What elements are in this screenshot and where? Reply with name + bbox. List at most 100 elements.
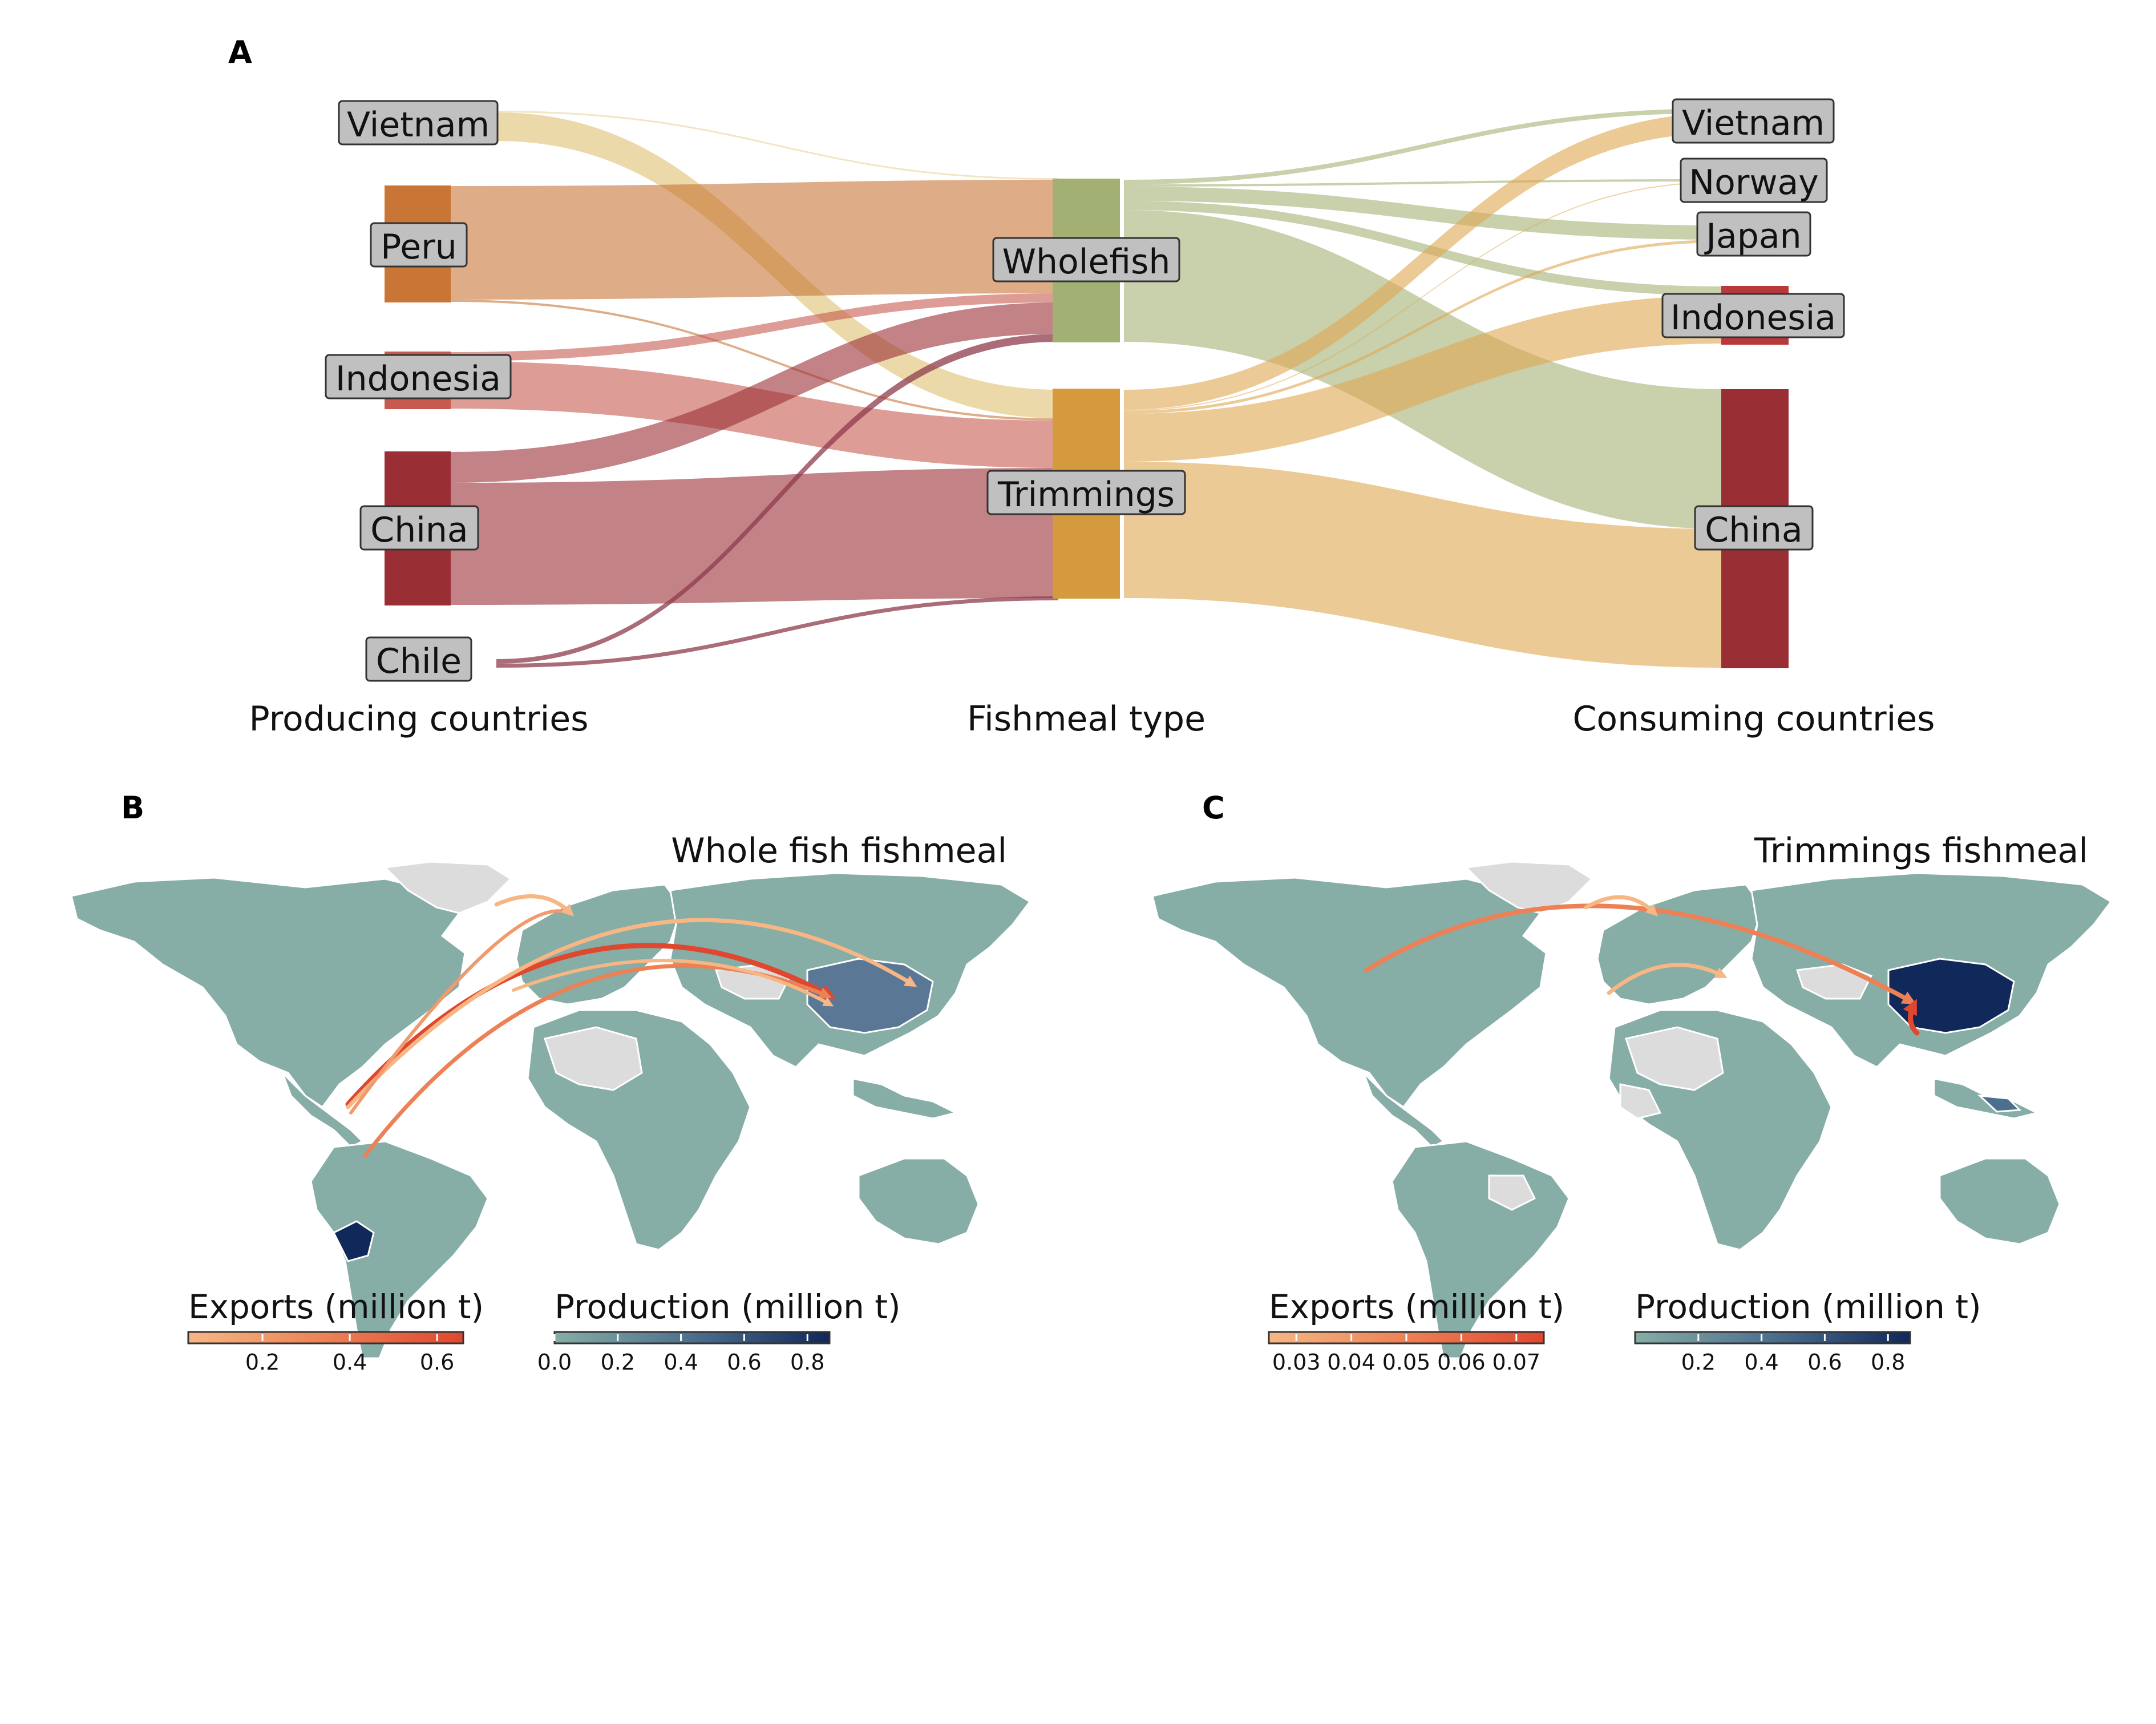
label-producer-peru: Peru [370, 222, 468, 268]
no-data-west-africa [1619, 1083, 1662, 1120]
svg-text:Vietnam: Vietnam [1682, 103, 1825, 143]
world-map-c [1151, 861, 2113, 1359]
label-producer-vietnam: Vietnam [338, 100, 499, 146]
landmass-australia [857, 1157, 980, 1245]
arrow-peru-to-china[interactable] [345, 943, 836, 1107]
label-consumer-china: China [1694, 505, 1814, 551]
arrow-vietnam-to-china[interactable] [1903, 999, 1920, 1036]
label-type-trimmings: Trimmings [986, 470, 1186, 515]
label-producer-chile: Chile [365, 636, 472, 682]
legend-tick-label: 0.4 [664, 1350, 698, 1375]
flow-wholefish-to-japan [1124, 187, 1723, 240]
legend-tick-label: 0.6 [727, 1350, 761, 1375]
legend-tick-label: 0.8 [790, 1350, 824, 1375]
export-arrows-c [1364, 895, 1920, 1036]
arrow-greenland-to-norway[interactable] [1584, 895, 1658, 916]
arrow-usa-to-china[interactable] [1364, 903, 1916, 1004]
legend-exports-c: Exports (million t) 0.03 0.04 0.05 0.06 0.07 [1268, 1287, 1564, 1375]
legend-production-c-bar [1634, 1331, 1911, 1345]
flow-china-to-wholefish [451, 302, 1058, 483]
legend-exports-b-ticks: 0.2 0.4 0.6 [245, 1334, 454, 1375]
svg-text:Japan: Japan [1704, 216, 1801, 256]
svg-text:Indonesia: Indonesia [1670, 298, 1836, 338]
label-consumer-japan: Japan [1696, 211, 1811, 257]
arrow-chile-to-japan[interactable] [512, 959, 834, 1007]
arrow-peru-to-norway[interactable] [349, 909, 572, 1115]
arrow-mauritania-to-turkey[interactable] [1607, 963, 1728, 995]
flow-trimmings-to-vietnam [1124, 113, 1723, 410]
legend-production-b-bar [553, 1331, 831, 1345]
legend-tick-label: 0.05 [1382, 1350, 1431, 1375]
legend-tick-label: 0.4 [1744, 1350, 1778, 1375]
panel-letter-a: A [228, 34, 252, 70]
legend-production-b: Production (million t) 0.0 0.2 0.4 0.6 0.8 [537, 1287, 901, 1375]
arrow-greenland-to-norway[interactable] [494, 894, 574, 916]
label-producer-china: China [359, 505, 479, 551]
svg-text:Vietnam: Vietnam [347, 105, 490, 145]
legend-production-b-ticks: 0.0 0.2 0.4 0.6 0.8 [537, 1334, 824, 1375]
label-producer-indonesia: Indonesia [325, 354, 512, 399]
legend-exports-c-title: Exports (million t) [1269, 1287, 1564, 1326]
highlight-china [1887, 958, 2015, 1034]
world-map-b [70, 861, 1032, 1359]
flow-chile-to-wholefish [496, 334, 1058, 664]
legend-exports-c-ticks: 0.03 0.04 0.05 0.06 0.07 [1272, 1334, 1540, 1375]
legend-production-b-title: Production (million t) [555, 1287, 901, 1326]
flow-trimmings-to-china [1124, 462, 1723, 668]
legend-tick-label: 0.4 [333, 1350, 367, 1375]
flow-vietnam-to-wholefish [496, 111, 1058, 180]
panel-a: A [228, 34, 1935, 739]
landmass-north-america [1151, 877, 1547, 1109]
legend-exports-b-bar [187, 1331, 464, 1345]
legend-tick-label: 0.03 [1272, 1350, 1321, 1375]
legend-tick-label: 0.2 [245, 1350, 280, 1375]
legend-tick-label: 0.07 [1492, 1350, 1540, 1375]
label-consumer-norway: Norway [1680, 158, 1828, 203]
legend-exports-b-title: Exports (million t) [188, 1287, 484, 1326]
arrow-peru-to-japan[interactable] [346, 918, 917, 1109]
legend-tick-label: 0.8 [1871, 1350, 1905, 1375]
landmass-southeast-asia [852, 1077, 958, 1120]
stage-label-fishmeal-type: Fishmeal type [967, 699, 1206, 739]
flow-wholefish-to-norway [1124, 179, 1723, 187]
legend-tick-label: 0.06 [1437, 1350, 1486, 1375]
flow-china-to-trimmings [451, 468, 1058, 605]
flow-trimmings-to-indonesia [1124, 296, 1723, 462]
panel-letter-b: B [121, 790, 144, 826]
legend-tick-label: 0.0 [537, 1350, 572, 1375]
legend-production-c-title: Production (million t) [1635, 1287, 1981, 1326]
sankey-labels: Vietnam Peru Indonesia China Chile Whole… [325, 98, 1845, 682]
svg-text:Wholefish: Wholefish [1002, 242, 1171, 282]
legend-tick-label: 0.2 [601, 1350, 635, 1375]
no-data-south-america [1488, 1174, 1536, 1211]
flow-trimmings-to-japan [1124, 240, 1723, 414]
legend-exports-b: Exports (million t) 0.2 0.4 0.6 [187, 1287, 484, 1375]
stage-label-producing: Producing countries [249, 699, 589, 739]
svg-text:Indonesia: Indonesia [335, 359, 501, 399]
map-title-b: Whole fish fishmeal [671, 831, 1007, 871]
svg-text:Trimmings: Trimmings [997, 475, 1175, 515]
flow-peru-to-wholefish [451, 180, 1058, 300]
no-data-sahara [544, 1026, 643, 1091]
flow-chile-to-trimmings [496, 596, 1058, 668]
export-arrows-b [345, 894, 917, 1158]
svg-text:China: China [1705, 510, 1802, 550]
landmass-greenland [1464, 861, 1593, 914]
map-title-c: Trimmings fishmeal [1754, 831, 2088, 871]
panel-c: C Trimmings fishmeal [1151, 790, 2113, 1375]
label-type-wholefish: Wholefish [992, 237, 1180, 282]
legend-tick-label: 0.2 [1681, 1350, 1716, 1375]
landmass-greenland [383, 861, 512, 914]
flow-wholefish-to-vietnam [1124, 108, 1723, 184]
panel-b: B Whole fish fishmeal [70, 790, 1032, 1375]
svg-text:Peru: Peru [381, 227, 457, 267]
legend-tick-label: 0.6 [420, 1350, 454, 1375]
legend-tick-label: 0.6 [1807, 1350, 1842, 1375]
legend-production-c: Production (million t) 0.2 0.4 0.6 0.8 [1634, 1287, 1981, 1375]
highlight-peru [332, 1220, 375, 1262]
svg-text:China: China [370, 510, 468, 550]
legend-production-c-ticks: 0.2 0.4 0.6 0.8 [1681, 1334, 1905, 1375]
landmass-australia [1939, 1157, 2061, 1245]
panel-letter-c: C [1202, 790, 1225, 826]
